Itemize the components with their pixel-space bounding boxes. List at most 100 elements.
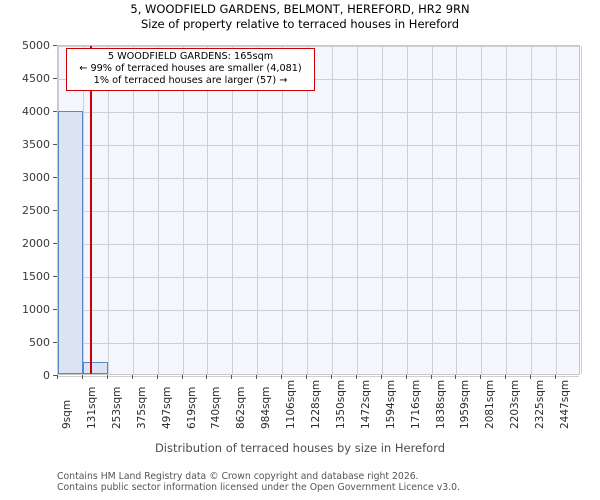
y-axis-tick-label: 1000: [22, 303, 50, 316]
x-axis-tick-label: 1716sqm: [410, 379, 422, 429]
x-axis-tick-label: 2203sqm: [509, 379, 521, 429]
gridline-horizontal: [58, 145, 579, 146]
x-axis-tick-mark: [157, 375, 158, 379]
y-axis-tick-label: 4500: [22, 72, 50, 85]
annotation-line-1: 5 WOODFIELD GARDENS: 165sqm: [107, 51, 274, 62]
bar-series: [58, 46, 579, 374]
x-axis-tick-label: 1838sqm: [435, 379, 447, 429]
gridline-vertical: [257, 46, 258, 374]
x-axis-tick-label: 1350sqm: [335, 379, 347, 429]
x-axis-tick-label: 862sqm: [235, 386, 247, 429]
x-axis-tick-mark: [381, 375, 382, 379]
y-axis-tick-mark: [53, 375, 57, 376]
x-axis-tick-label: 2447sqm: [559, 379, 571, 429]
y-axis-tick-mark: [53, 45, 57, 46]
gridline-vertical: [456, 46, 457, 374]
x-axis-tick-mark: [231, 375, 232, 379]
gridline-vertical: [282, 46, 283, 374]
y-axis-tick-mark: [53, 342, 57, 343]
x-axis-tick-mark: [406, 375, 407, 379]
y-axis-tick-label: 4000: [22, 105, 50, 118]
gridline-vertical: [581, 46, 582, 374]
y-axis-tick-label: 2500: [22, 204, 50, 217]
gridline-vertical: [556, 46, 557, 374]
x-axis-tick-label: 2081sqm: [484, 379, 496, 429]
x-axis-label: Distribution of terraced houses by size …: [154, 441, 446, 455]
gridline-horizontal: [58, 244, 579, 245]
x-axis-tick-label: 740sqm: [210, 386, 222, 429]
annotation-line-2: ← 99% of terraced houses are smaller (4,…: [79, 63, 302, 74]
x-axis-tick-mark: [431, 375, 432, 379]
gridline-vertical: [133, 46, 134, 374]
y-axis-tick-mark: [53, 78, 57, 79]
x-axis-tick-label: 2325sqm: [534, 379, 546, 429]
x-axis-tick-label: 1106sqm: [285, 379, 297, 429]
x-axis-tick-mark: [132, 375, 133, 379]
chart-title-block: 5, WOODFIELD GARDENS, BELMONT, HEREFORD,…: [0, 2, 600, 32]
x-axis-tick-mark: [356, 375, 357, 379]
gridline-vertical: [481, 46, 482, 374]
x-axis-tick-mark: [555, 375, 556, 379]
footer-attribution: Contains HM Land Registry data © Crown c…: [57, 471, 577, 493]
annotation-line-3: 1% of terraced houses are larger (57) →: [93, 75, 288, 86]
x-axis-tick-mark: [306, 375, 307, 379]
x-axis-tick-label: 984sqm: [260, 386, 272, 429]
x-axis-tick-label: 619sqm: [186, 386, 198, 429]
x-axis-tick-label: 497sqm: [161, 386, 173, 429]
gridline-vertical: [332, 46, 333, 374]
x-axis-tick-mark: [107, 375, 108, 379]
x-axis-tick-mark: [480, 375, 481, 379]
y-axis-tick-label: 5000: [22, 39, 50, 52]
gridline-vertical: [183, 46, 184, 374]
x-axis-tick-label: 9sqm: [61, 399, 73, 429]
chart-subtitle: Size of property relative to terraced ho…: [140, 17, 459, 31]
page-title: 5, WOODFIELD GARDENS, BELMONT, HEREFORD,…: [130, 2, 470, 16]
x-axis-tick-label: 1594sqm: [385, 379, 397, 429]
gridline-horizontal: [58, 46, 579, 47]
gridline-horizontal: [58, 343, 579, 344]
x-axis-tick-label: 375sqm: [136, 386, 148, 429]
y-axis-tick-label: 3500: [22, 138, 50, 151]
y-axis-tick-mark: [53, 144, 57, 145]
x-axis-tick-label: 1959sqm: [459, 379, 471, 429]
y-axis-tick-label: 3000: [22, 171, 50, 184]
annotation-box: 5 WOODFIELD GARDENS: 165sqm ← 99% of ter…: [66, 48, 315, 91]
y-axis-tick-label: 500: [29, 336, 50, 349]
gridline-vertical: [407, 46, 408, 374]
x-axis-tick-mark: [206, 375, 207, 379]
gridline-vertical: [108, 46, 109, 374]
x-axis-tick-label: 1472sqm: [360, 379, 372, 429]
footer-line-2: Contains public sector information licen…: [57, 482, 460, 493]
bar: [83, 362, 108, 374]
y-axis-tick-mark: [53, 243, 57, 244]
x-axis-tick-mark: [82, 375, 83, 379]
x-axis-tick-mark: [455, 375, 456, 379]
gridline-vertical: [432, 46, 433, 374]
gridline-vertical: [357, 46, 358, 374]
bar: [58, 111, 83, 374]
x-axis-tick-label: 253sqm: [111, 386, 123, 429]
gridline-vertical: [382, 46, 383, 374]
gridline-horizontal: [58, 178, 579, 179]
gridline-horizontal: [58, 79, 579, 80]
gridline-vertical: [207, 46, 208, 374]
gridline-vertical: [531, 46, 532, 374]
y-axis-tick-mark: [53, 177, 57, 178]
x-axis-tick-mark: [256, 375, 257, 379]
y-axis-tick-mark: [53, 111, 57, 112]
x-axis-tick-mark: [182, 375, 183, 379]
gridline-horizontal: [58, 310, 579, 311]
y-axis-tick-label: 0: [43, 369, 50, 382]
gridline-horizontal: [58, 376, 579, 377]
x-axis-tick-mark: [505, 375, 506, 379]
x-axis-tick-label: 1228sqm: [310, 379, 322, 429]
x-axis-tick-mark: [530, 375, 531, 379]
gridline-vertical: [83, 46, 84, 374]
y-axis-tick-mark: [53, 210, 57, 211]
x-axis-tick-mark: [331, 375, 332, 379]
y-axis-tick-label: 1500: [22, 270, 50, 283]
gridline-horizontal: [58, 112, 579, 113]
x-axis-tick-mark: [281, 375, 282, 379]
gridline-vertical: [158, 46, 159, 374]
